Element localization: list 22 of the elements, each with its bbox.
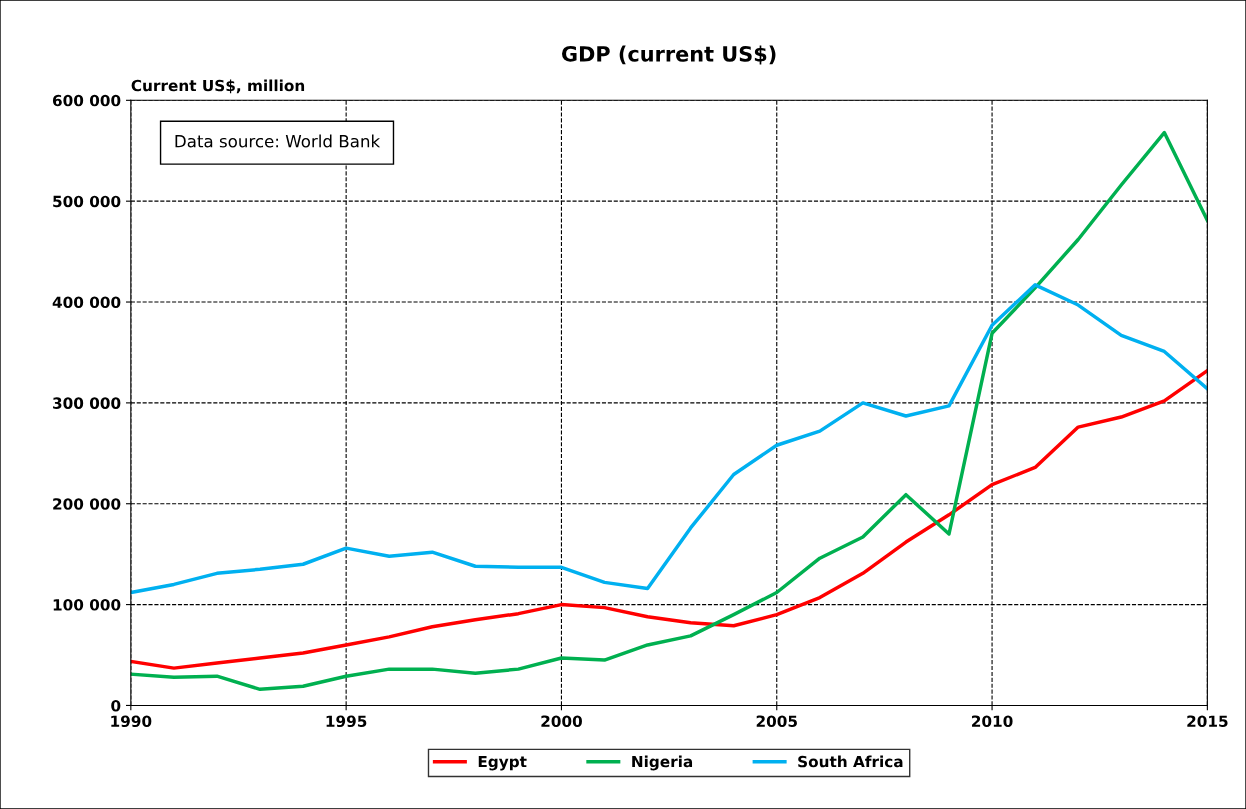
x-tick-label: 1990 bbox=[111, 715, 152, 727]
legend-label: South Africa bbox=[798, 755, 903, 768]
y-tick-label: 300 000 bbox=[53, 397, 121, 409]
line-series bbox=[130, 130, 1208, 692]
y-tick-label: 400 000 bbox=[52, 296, 121, 309]
annotation: Data source: World Bank bbox=[175, 134, 381, 148]
chart-title: GDP (current US$) bbox=[562, 45, 776, 65]
legend-label: Egypt bbox=[478, 755, 527, 771]
x-tick-label: 2015 bbox=[1187, 715, 1228, 727]
y-axis-title: Current US$, million bbox=[131, 79, 305, 94]
y-tick-label: 200 000 bbox=[53, 498, 121, 510]
x-tick-label: 2010 bbox=[972, 715, 1013, 727]
y-tick-label: 100 000 bbox=[53, 599, 121, 611]
y-tick-label: 0 bbox=[111, 699, 121, 712]
x-tick-label: 2000 bbox=[541, 715, 582, 727]
y-tick-label: 500 000 bbox=[53, 195, 121, 208]
x-tick-label: 1995 bbox=[326, 715, 367, 727]
y-tick-label: 600 000 bbox=[52, 94, 121, 107]
legend-label: Nigeria bbox=[632, 755, 693, 771]
x-tick-label: 2005 bbox=[756, 715, 797, 727]
line-series bbox=[130, 368, 1208, 670]
line-series bbox=[130, 283, 1208, 595]
